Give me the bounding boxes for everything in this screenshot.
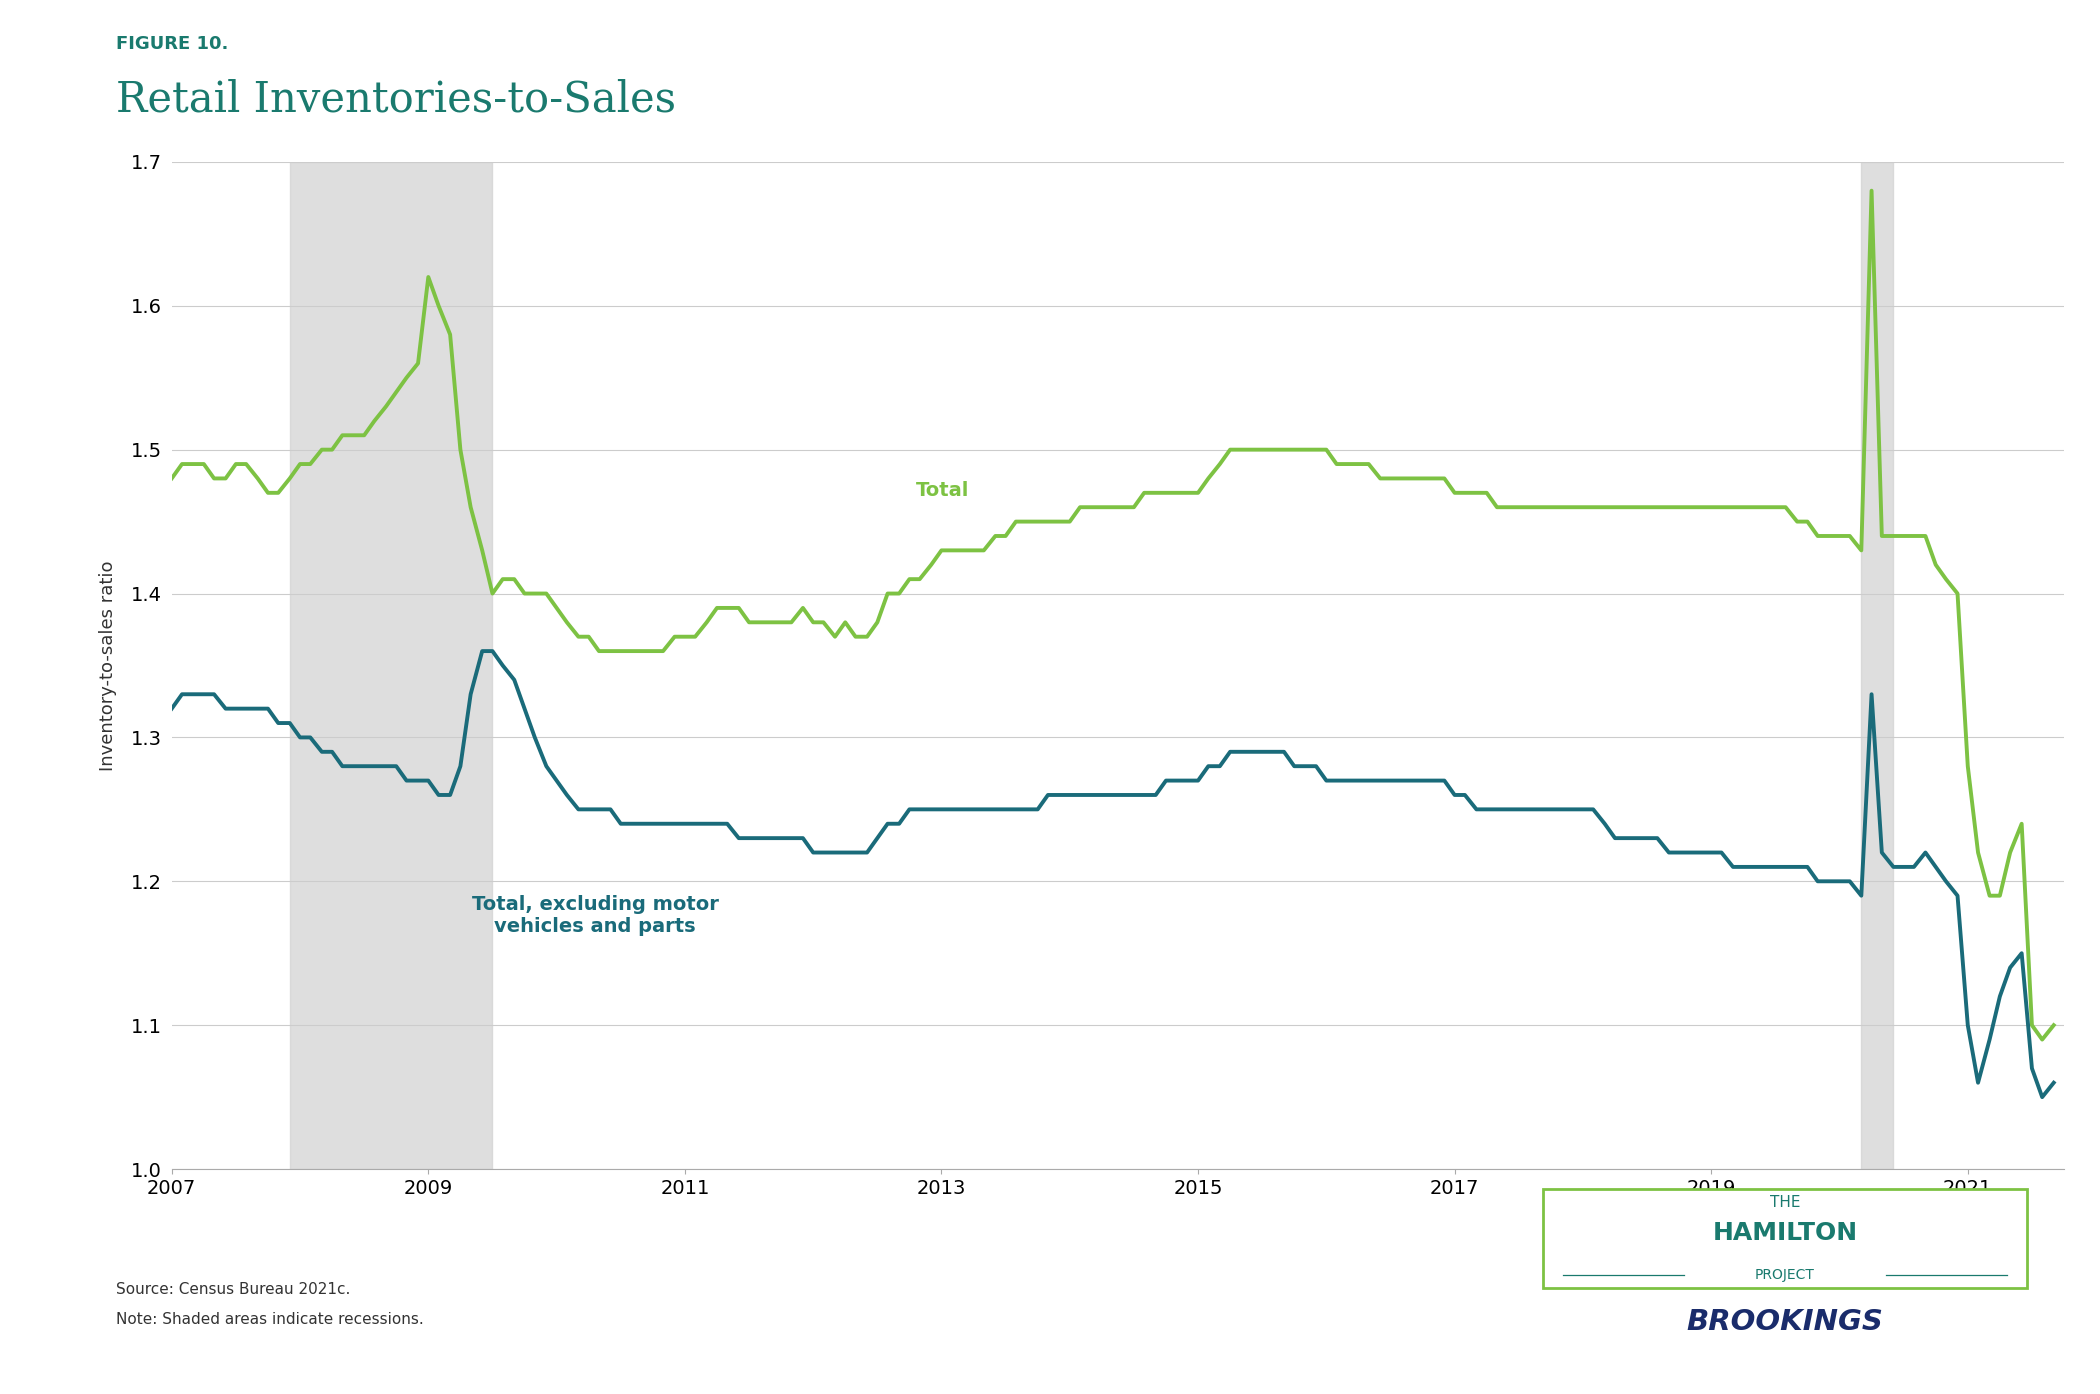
Bar [1861, 162, 1894, 1170]
Text: PROJECT: PROJECT [1756, 1267, 1814, 1281]
Text: THE: THE [1770, 1195, 1800, 1210]
Text: Retail Inventories-to-Sales: Retail Inventories-to-Sales [116, 78, 676, 120]
Text: Note: Shaded areas indicate recessions.: Note: Shaded areas indicate recessions. [116, 1312, 424, 1327]
Text: FIGURE 10.: FIGURE 10. [116, 35, 229, 53]
Text: Source: Census Bureau 2021c.: Source: Census Bureau 2021c. [116, 1281, 351, 1296]
Text: Total, excluding motor
vehicles and parts: Total, excluding motor vehicles and part… [472, 895, 718, 935]
Bar [290, 162, 494, 1170]
Y-axis label: Inventory-to-sales ratio: Inventory-to-sales ratio [99, 560, 118, 771]
Text: Total: Total [916, 481, 970, 499]
Text: BROOKINGS: BROOKINGS [1686, 1308, 1884, 1335]
Text: HAMILTON: HAMILTON [1712, 1221, 1859, 1245]
FancyBboxPatch shape [1544, 1189, 2026, 1288]
